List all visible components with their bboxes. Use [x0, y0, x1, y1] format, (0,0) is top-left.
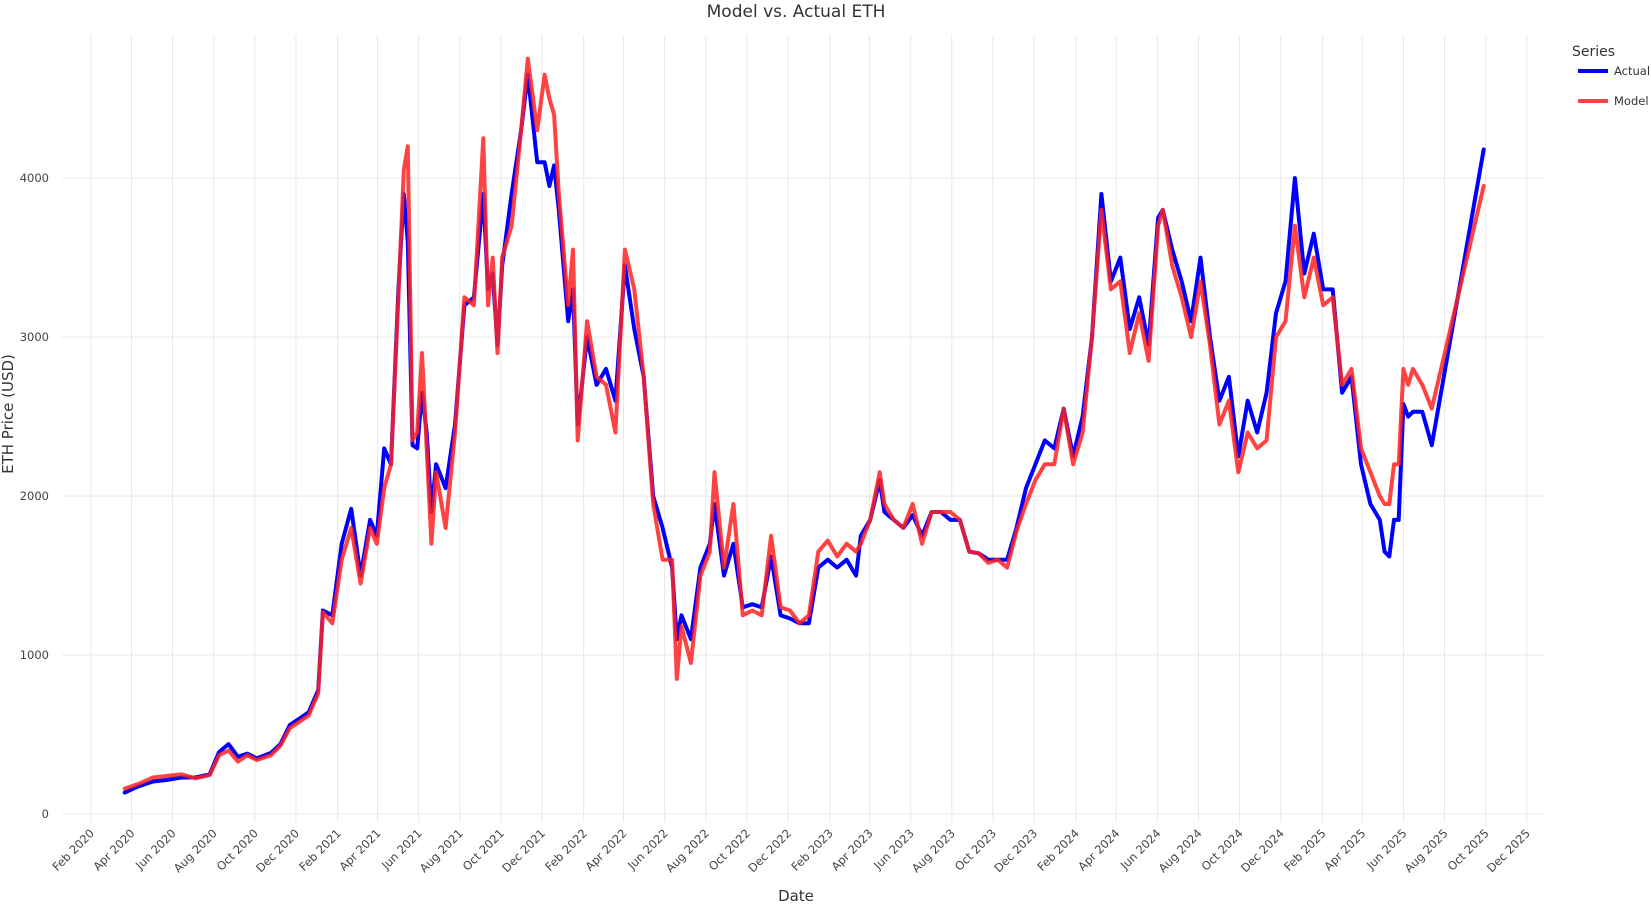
x-tick-label: Apr 2021 [336, 826, 383, 873]
legend[interactable]: Series Actual Model [1572, 44, 1650, 108]
x-tick-label: Feb 2020 [50, 826, 98, 874]
series-line-actual [122, 72, 1486, 795]
legend-item-actual[interactable]: Actual [1578, 64, 1650, 78]
x-tick-label: Aug 2024 [1156, 826, 1205, 875]
x-tick-label: Dec 2020 [253, 826, 302, 875]
x-tick-label: Apr 2020 [90, 826, 137, 873]
x-tick-label: Dec 2023 [991, 826, 1040, 875]
legend-label-actual: Actual [1614, 64, 1650, 78]
y-tick-label: 2000 [20, 489, 49, 503]
x-tick-label: Feb 2023 [788, 826, 836, 874]
x-tick-label: Aug 2021 [417, 826, 466, 875]
x-tick-label: Feb 2024 [1034, 826, 1082, 874]
grid [62, 35, 1545, 822]
y-tick-label: 4000 [20, 171, 49, 185]
x-tick-label: Aug 2022 [663, 826, 712, 875]
y-tick-label: 3000 [20, 330, 49, 344]
x-tick-label: Apr 2022 [582, 826, 629, 873]
x-tick-label: Aug 2025 [1402, 826, 1451, 875]
x-tick-label: Dec 2024 [1238, 826, 1287, 875]
x-tick-label: Feb 2022 [542, 826, 590, 874]
legend-label-model: Model [1614, 94, 1649, 108]
x-tick-label: Dec 2025 [1484, 826, 1533, 875]
x-axis-title: Date [778, 887, 814, 905]
x-tick-label: Aug 2023 [909, 826, 958, 875]
x-tick-label: Apr 2024 [1075, 826, 1122, 873]
y-axis: 0 1000 2000 3000 4000 [20, 171, 49, 821]
x-tick-label: Feb 2025 [1281, 826, 1329, 874]
x-tick-label: Apr 2025 [1321, 826, 1368, 873]
x-tick-label: Dec 2021 [499, 826, 548, 875]
legend-item-model[interactable]: Model [1578, 94, 1649, 108]
legend-title: Series [1572, 44, 1615, 60]
x-tick-label: Feb 2021 [296, 826, 344, 874]
series-line-model [122, 56, 1486, 791]
x-tick-label: Apr 2023 [828, 826, 875, 873]
y-tick-label: 0 [42, 807, 49, 821]
x-tick-label: Aug 2020 [171, 826, 220, 875]
x-tick-label: Dec 2022 [745, 826, 794, 875]
y-tick-label: 1000 [20, 648, 49, 662]
chart-title: Model vs. Actual ETH [707, 2, 886, 22]
plot-area [122, 56, 1486, 795]
y-axis-title: ETH Price (USD) [0, 354, 17, 474]
